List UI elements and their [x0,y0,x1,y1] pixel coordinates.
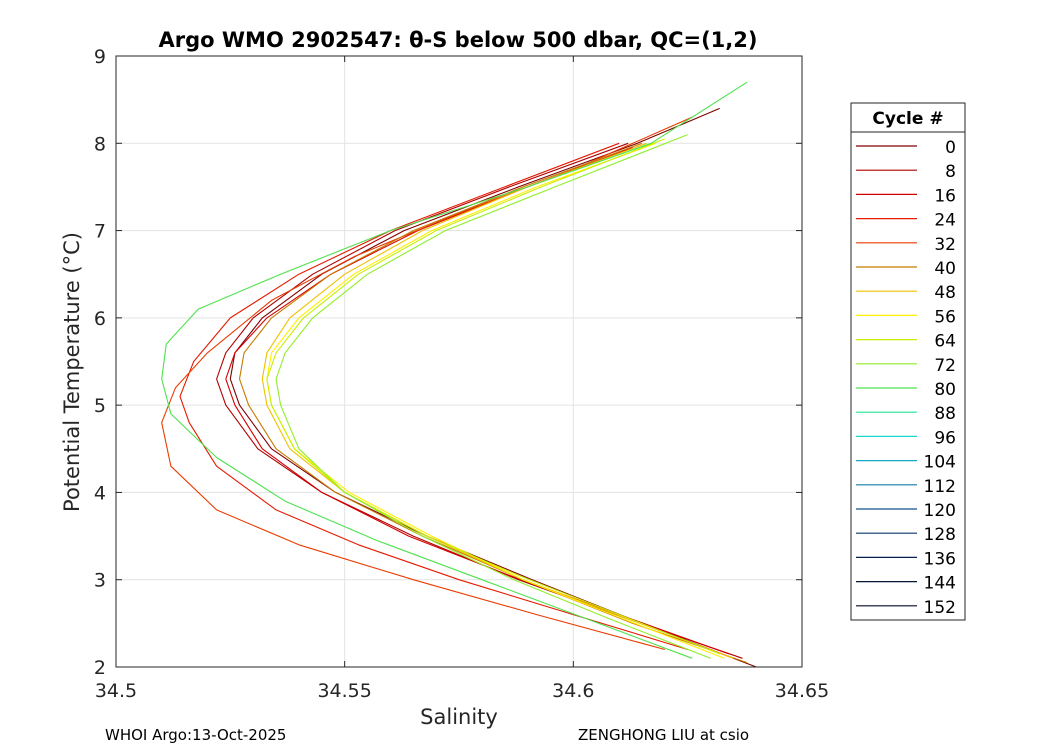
profile-line-8 [266,138,720,655]
legend-entry-label: 0 [945,138,956,158]
y-tick-label: 4 [94,482,106,504]
y-axis-label: Potential Temperature (°C) [60,232,84,512]
legend-entry-label: 112 [924,477,956,497]
y-tick-label: 7 [94,221,106,243]
legend-entry-label: 152 [924,598,956,618]
legend-entry-label: 48 [934,283,956,303]
y-tick-label: 2 [94,657,106,679]
legend-entry-label: 80 [934,380,956,400]
x-tick-label: 34.55 [317,680,371,702]
legend-entry-label: 24 [934,211,956,231]
y-tick-label: 8 [94,133,106,155]
legend-box [850,102,966,621]
profile-layer [161,81,757,668]
legend-entry-label: 56 [934,307,956,327]
legend-entry-label: 104 [924,453,956,473]
y-tick-label: 9 [94,46,106,68]
legend-entry-label: 64 [934,332,956,352]
profile-line-10 [161,81,748,659]
chart-title: Argo WMO 2902547: θ-S below 500 dbar, QC… [159,28,758,52]
y-tick-label: 6 [94,308,106,330]
legend-entry-label: 32 [934,235,956,255]
legend-entry-label: 144 [924,574,956,594]
profile-line-2 [225,147,729,655]
y-tick-label: 5 [94,395,106,417]
legend-entry-label: 72 [934,356,956,376]
y-tick-label: 3 [94,570,106,592]
x-tick-label: 34.6 [552,680,594,702]
legend: Cycle # 0 8 16 24 32 40 48 56 64 72 80 88 96 104 112 12… [850,102,966,621]
legend-entry-label: 40 [934,259,956,279]
plot-area [116,56,802,667]
x-tick-label: 34.65 [775,680,829,702]
plot-frame [115,55,803,668]
x-tick-label: 34.5 [95,680,137,702]
legend-entry-label: 128 [924,525,956,545]
tick-layer: 34.5 34.55 34.6 34.65 2 3 4 5 6 7 8 9 [94,46,829,702]
legend-entries: 0 8 16 24 32 40 48 56 64 72 80 88 96 104 112 120 128 136 1… [856,138,956,618]
footer-right-credit: ZENGHONG LIU at csio [578,726,749,744]
profile-line-3 [179,142,688,651]
x-axis-label: Salinity [420,705,498,729]
legend-entry-label: 120 [924,501,956,521]
profile-line-9 [275,134,711,659]
footer-left-credit: WHOI Argo:13-Oct-2025 [105,726,286,744]
legend-entry-label: 96 [934,428,956,448]
legend-entry-label: 88 [934,404,956,424]
legend-title: Cycle # [872,109,943,129]
legend-entry-label: 136 [924,549,956,569]
legend-entry-label: 8 [945,162,956,182]
legend-entry-label: 16 [934,186,956,206]
